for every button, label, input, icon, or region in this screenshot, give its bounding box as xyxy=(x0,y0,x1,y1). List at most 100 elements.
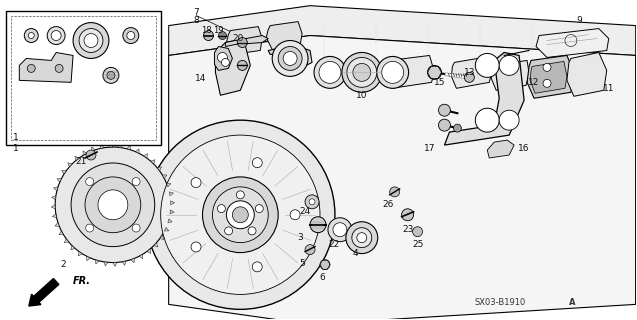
Circle shape xyxy=(314,56,346,88)
Polygon shape xyxy=(164,228,169,231)
Polygon shape xyxy=(157,167,162,171)
Circle shape xyxy=(225,227,233,235)
Polygon shape xyxy=(57,179,61,182)
Text: 6: 6 xyxy=(319,273,325,282)
Polygon shape xyxy=(51,205,55,209)
Text: 11: 11 xyxy=(603,84,615,93)
Polygon shape xyxy=(78,252,82,256)
Text: SX03-B1910: SX03-B1910 xyxy=(475,298,526,307)
Polygon shape xyxy=(162,175,167,179)
Circle shape xyxy=(123,28,139,44)
Text: 2: 2 xyxy=(61,260,66,269)
Polygon shape xyxy=(139,254,143,259)
Text: 9: 9 xyxy=(576,16,582,25)
Circle shape xyxy=(305,195,319,209)
Polygon shape xyxy=(154,243,158,247)
Circle shape xyxy=(47,27,65,44)
Circle shape xyxy=(347,58,376,87)
Polygon shape xyxy=(171,201,175,205)
Circle shape xyxy=(278,46,302,70)
Circle shape xyxy=(305,244,315,255)
Circle shape xyxy=(283,52,297,65)
Text: 19: 19 xyxy=(213,26,224,35)
Polygon shape xyxy=(127,146,131,150)
Polygon shape xyxy=(91,147,95,151)
Polygon shape xyxy=(55,223,59,227)
Polygon shape xyxy=(169,192,173,196)
Polygon shape xyxy=(52,214,57,218)
Polygon shape xyxy=(151,160,155,164)
Circle shape xyxy=(238,60,247,70)
Circle shape xyxy=(390,187,399,197)
Circle shape xyxy=(248,227,256,235)
Text: 4: 4 xyxy=(353,249,359,258)
Text: 20: 20 xyxy=(233,34,244,43)
Circle shape xyxy=(73,23,109,59)
Polygon shape xyxy=(100,144,104,148)
Polygon shape xyxy=(487,140,514,158)
Circle shape xyxy=(464,72,475,82)
Circle shape xyxy=(475,53,499,77)
Text: 13: 13 xyxy=(464,68,475,77)
Text: 23: 23 xyxy=(402,225,413,234)
Polygon shape xyxy=(75,156,79,161)
Circle shape xyxy=(222,59,229,67)
Circle shape xyxy=(543,63,551,71)
Polygon shape xyxy=(268,45,312,68)
Circle shape xyxy=(252,158,262,168)
Text: 18: 18 xyxy=(201,26,211,35)
Polygon shape xyxy=(131,258,134,263)
Text: 22: 22 xyxy=(328,240,340,249)
Circle shape xyxy=(79,28,103,52)
Circle shape xyxy=(290,210,300,220)
Circle shape xyxy=(382,61,404,83)
Polygon shape xyxy=(386,55,434,88)
Polygon shape xyxy=(113,262,117,267)
Polygon shape xyxy=(59,231,64,235)
Polygon shape xyxy=(104,262,108,266)
Circle shape xyxy=(226,201,254,229)
Text: A: A xyxy=(569,298,575,307)
Circle shape xyxy=(213,187,268,243)
Polygon shape xyxy=(168,219,172,223)
Polygon shape xyxy=(143,154,147,158)
Circle shape xyxy=(132,178,140,186)
Circle shape xyxy=(203,177,278,252)
Polygon shape xyxy=(147,249,151,253)
Text: 7: 7 xyxy=(194,8,199,17)
Text: 26: 26 xyxy=(382,200,394,209)
Polygon shape xyxy=(266,22,302,50)
Polygon shape xyxy=(445,52,524,145)
Circle shape xyxy=(543,79,551,87)
Circle shape xyxy=(55,64,63,72)
Text: 1: 1 xyxy=(13,144,19,153)
Text: 16: 16 xyxy=(519,144,530,153)
Text: 25: 25 xyxy=(412,240,423,249)
Text: 15: 15 xyxy=(434,78,445,87)
Text: 24: 24 xyxy=(299,207,311,216)
Circle shape xyxy=(217,52,227,62)
Polygon shape xyxy=(491,60,529,90)
Circle shape xyxy=(357,233,367,243)
FancyArrow shape xyxy=(29,278,59,306)
Circle shape xyxy=(161,135,320,294)
Polygon shape xyxy=(68,163,72,167)
Polygon shape xyxy=(567,52,607,96)
Polygon shape xyxy=(452,56,492,88)
Polygon shape xyxy=(95,260,99,264)
Bar xyxy=(6,11,161,145)
Circle shape xyxy=(238,37,247,47)
Circle shape xyxy=(255,204,263,212)
Circle shape xyxy=(86,178,94,186)
Circle shape xyxy=(499,55,519,76)
Polygon shape xyxy=(136,149,139,153)
Text: 12: 12 xyxy=(528,78,540,87)
Polygon shape xyxy=(109,143,113,147)
Circle shape xyxy=(353,63,371,81)
Circle shape xyxy=(191,178,201,188)
Circle shape xyxy=(103,68,119,83)
Text: 1: 1 xyxy=(13,132,19,141)
Polygon shape xyxy=(160,236,164,239)
Circle shape xyxy=(319,61,341,83)
Circle shape xyxy=(86,224,94,232)
